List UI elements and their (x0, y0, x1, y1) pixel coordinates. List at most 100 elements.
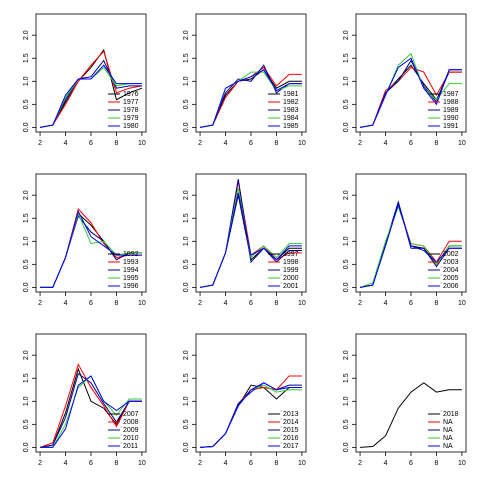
x-tick-label: 6 (409, 300, 413, 307)
legend-label: NA (443, 427, 453, 434)
y-tick-label: 0.5 (343, 99, 350, 109)
x-tick-label: 8 (115, 300, 119, 307)
legend-label: NA (443, 435, 453, 442)
y-tick-label: 1.0 (343, 76, 350, 86)
x-tick-label: 2 (38, 300, 42, 307)
legend-label: 2008 (123, 419, 139, 426)
series-line (359, 205, 462, 288)
x-tick-label: 10 (298, 140, 306, 147)
y-tick-label: 2.0 (23, 350, 30, 360)
y-tick-label: 2.0 (343, 350, 350, 360)
series-line (199, 192, 302, 288)
legend-label: 2005 (443, 275, 459, 282)
legend-label: 1978 (123, 107, 139, 114)
legend-label: 1999 (283, 267, 299, 274)
x-tick-label: 6 (249, 460, 253, 467)
x-tick-label: 2 (358, 140, 362, 147)
x-tick-label: 2 (358, 300, 362, 307)
panel: 2 4 6 8 10 0.0 0.5 1.0 1.5 2.0 1981198219831984198… (183, 13, 307, 147)
y-tick-label: 1.0 (183, 76, 190, 86)
y-tick-label: 2.0 (23, 30, 30, 40)
x-tick-label: 6 (89, 300, 93, 307)
y-tick-label: 0.0 (23, 282, 30, 292)
panel: 2 4 6 8 10 0.0 0.5 1.0 1.5 2.0 2007200820092010201… (23, 333, 147, 467)
x-tick-label: 10 (138, 300, 146, 307)
x-tick-label: 4 (384, 460, 388, 467)
series-line (39, 64, 142, 128)
x-tick-label: 2 (198, 300, 202, 307)
legend-label: 2015 (283, 427, 299, 434)
legend-label: 1992 (123, 251, 139, 258)
panel: 2 4 6 8 10 0.0 0.5 1.0 1.5 2.0 1987198819891990199… (343, 13, 467, 147)
legend-label: 2013 (283, 411, 299, 418)
x-tick-label: 4 (224, 460, 228, 467)
x-tick-label: 4 (384, 140, 388, 147)
x-tick-label: 2 (38, 460, 42, 467)
x-tick-label: 4 (64, 460, 68, 467)
y-tick-label: 2.0 (343, 30, 350, 40)
x-tick-label: 2 (38, 140, 42, 147)
legend-label: 2014 (283, 419, 299, 426)
y-tick-label: 0.5 (183, 419, 190, 429)
y-tick-label: 1.5 (23, 213, 30, 223)
y-tick-label: 0.0 (183, 442, 190, 452)
legend-label: 2016 (283, 435, 299, 442)
series-line (40, 209, 142, 288)
y-tick-label: 0.5 (23, 419, 30, 429)
legend-label: 1993 (123, 259, 139, 266)
y-tick-label: 0.0 (343, 282, 350, 292)
legend-label: 2017 (283, 443, 299, 450)
y-tick-label: 0.0 (343, 442, 350, 452)
legend-label: 2018 (443, 411, 459, 418)
legend-label: 1991 (443, 123, 459, 130)
x-tick-label: 8 (115, 460, 119, 467)
legend-label: NA (443, 443, 453, 450)
x-tick-label: 6 (249, 140, 253, 147)
legend-label: 1979 (123, 115, 139, 122)
legend-label: 2007 (123, 411, 139, 418)
legend-label: 1976 (123, 91, 139, 98)
x-tick-label: 10 (458, 300, 466, 307)
y-tick-label: 1.5 (343, 373, 350, 383)
x-tick-label: 4 (384, 300, 388, 307)
series-line (39, 372, 142, 448)
panel: 2 4 6 8 10 0.0 0.5 1.0 1.5 2.0 2002200320042005200… (343, 173, 467, 307)
y-tick-label: 0.0 (23, 442, 30, 452)
x-tick-label: 8 (275, 300, 279, 307)
legend-label: 1983 (283, 107, 299, 114)
series-line (40, 375, 142, 448)
x-tick-label: 10 (138, 460, 146, 467)
y-tick-label: 1.0 (23, 396, 30, 406)
x-tick-label: 4 (224, 300, 228, 307)
legend-label: 2004 (443, 267, 459, 274)
legend-label: 2002 (443, 251, 459, 258)
series-line (359, 202, 462, 288)
legend-label: 1989 (443, 107, 459, 114)
y-tick-label: 1.5 (183, 53, 190, 63)
x-tick-label: 4 (64, 300, 68, 307)
y-tick-label: 0.0 (183, 282, 190, 292)
x-tick-label: 8 (275, 140, 279, 147)
x-tick-label: 10 (138, 140, 146, 147)
legend-label: 2006 (443, 283, 459, 290)
y-tick-label: 0.5 (23, 99, 30, 109)
legend-label: 1994 (123, 267, 139, 274)
x-tick-label: 10 (298, 300, 306, 307)
legend-label: 1982 (283, 99, 299, 106)
legend-label: 1988 (443, 99, 459, 106)
legend-label: 2000 (283, 275, 299, 282)
x-tick-label: 10 (458, 140, 466, 147)
series-line (39, 363, 142, 448)
series-line (200, 382, 302, 448)
x-tick-label: 8 (435, 460, 439, 467)
panel: 2 4 6 8 10 0.0 0.5 1.0 1.5 2.0 2013201420152016201… (183, 333, 307, 467)
legend-label: 2011 (123, 443, 138, 450)
y-tick-label: 1.5 (343, 53, 350, 63)
x-tick-label: 6 (249, 300, 253, 307)
panel: 2 4 6 8 10 0.0 0.5 1.0 1.5 2.0 1997199819992000200… (183, 173, 307, 307)
x-tick-label: 6 (89, 460, 93, 467)
legend-label: 1987 (443, 91, 459, 98)
legend-label: 1990 (443, 115, 459, 122)
y-tick-label: 0.5 (23, 259, 30, 269)
